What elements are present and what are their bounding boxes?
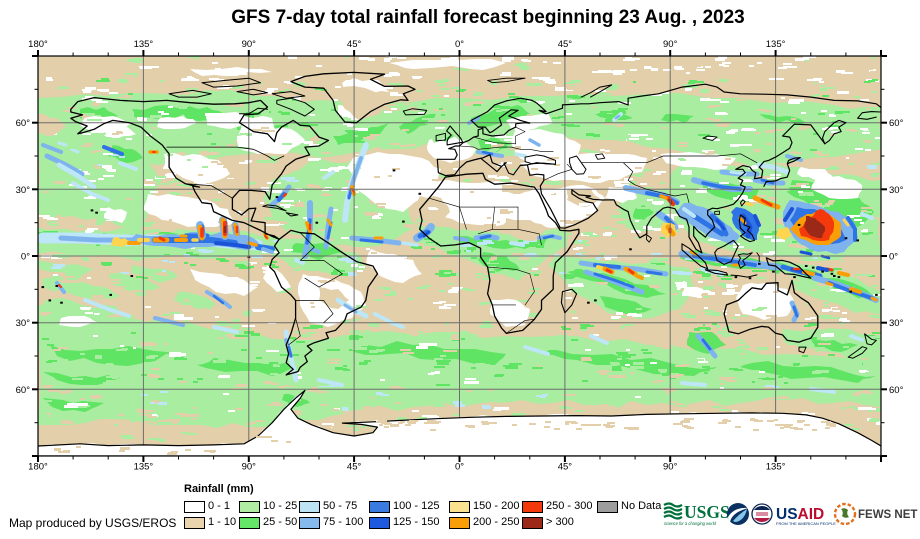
svg-text:0°: 0° bbox=[889, 252, 898, 263]
svg-text:FROM THE AMERICAN PEOPLE: FROM THE AMERICAN PEOPLE bbox=[776, 521, 836, 526]
svg-text:60°: 60° bbox=[889, 385, 904, 396]
svg-text:135°: 135° bbox=[766, 462, 786, 473]
svg-text:0°: 0° bbox=[455, 462, 464, 473]
svg-text:USGS: USGS bbox=[684, 502, 730, 522]
svg-text:FEWS NET: FEWS NET bbox=[858, 509, 917, 521]
svg-text:30°: 30° bbox=[889, 318, 904, 329]
svg-text:45°: 45° bbox=[347, 39, 362, 50]
svg-text:60°: 60° bbox=[16, 385, 31, 396]
svg-text:180°: 180° bbox=[28, 39, 48, 50]
svg-text:45°: 45° bbox=[558, 462, 573, 473]
svg-text:30°: 30° bbox=[16, 185, 31, 196]
svg-text:science for a changing world: science for a changing world bbox=[664, 521, 717, 526]
svg-text:90°: 90° bbox=[242, 39, 257, 50]
svg-text:30°: 30° bbox=[16, 318, 31, 329]
svg-text:0°: 0° bbox=[455, 39, 464, 50]
svg-text:45°: 45° bbox=[558, 39, 573, 50]
svg-text:60°: 60° bbox=[16, 118, 31, 129]
svg-text:90°: 90° bbox=[663, 462, 678, 473]
svg-text:135°: 135° bbox=[134, 39, 154, 50]
svg-text:135°: 135° bbox=[134, 462, 154, 473]
svg-text:30°: 30° bbox=[889, 185, 904, 196]
svg-text:180°: 180° bbox=[28, 462, 48, 473]
svg-text:90°: 90° bbox=[663, 39, 678, 50]
svg-text:0°: 0° bbox=[21, 252, 30, 263]
svg-text:90°: 90° bbox=[242, 462, 257, 473]
svg-text:60°: 60° bbox=[889, 118, 904, 129]
svg-text:45°: 45° bbox=[347, 462, 362, 473]
svg-text:USAID: USAID bbox=[776, 506, 824, 523]
svg-text:135°: 135° bbox=[766, 39, 786, 50]
